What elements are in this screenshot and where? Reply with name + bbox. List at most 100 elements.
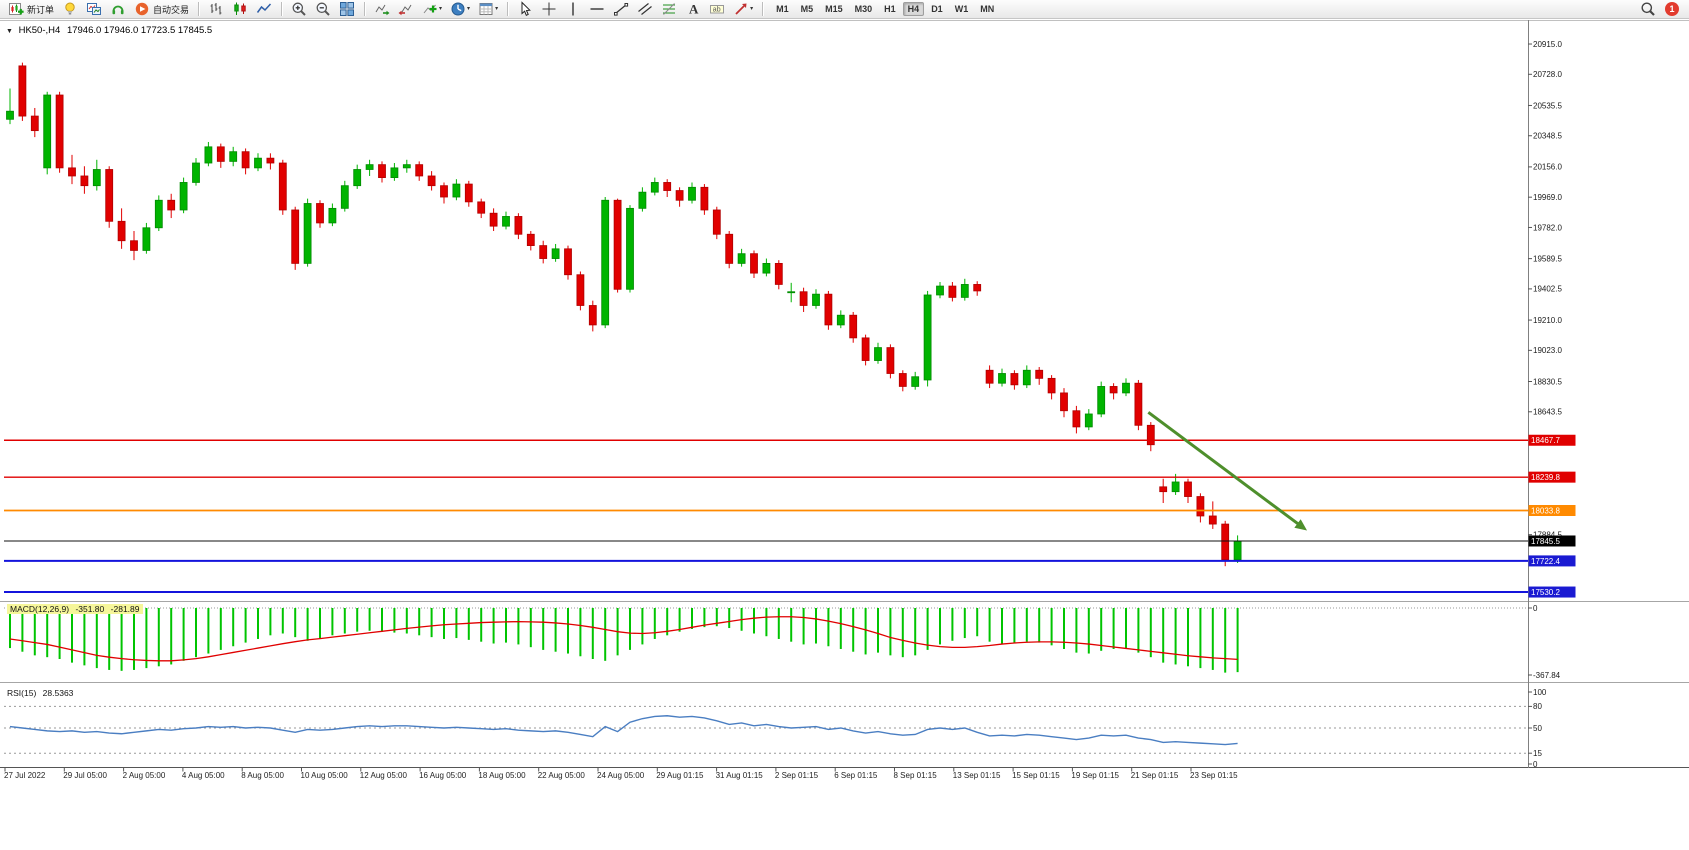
candle-up: [911, 376, 920, 387]
fibonacci-button[interactable]: [658, 0, 680, 19]
time-axis-label: 23 Sep 01:15: [1190, 771, 1238, 780]
price-badge-value: 18467.7: [1531, 436, 1560, 445]
candle-down: [750, 253, 758, 274]
time-axis-label: 6 Sep 01:15: [834, 771, 878, 780]
toolbar-separator: [364, 2, 366, 16]
timeframe-mn-button[interactable]: MN: [980, 4, 995, 14]
chart-windows-button[interactable]: [83, 0, 105, 19]
price-badge-bg: [1528, 471, 1576, 483]
svg-text:ab: ab: [713, 7, 721, 14]
candle-up: [960, 284, 969, 298]
time-axis[interactable]: 27 Jul 2022 29 Jul 05:00 2 Aug 05:00 4 Aug …: [0, 768, 1689, 788]
new-order-button[interactable]: 新订单: [5, 0, 57, 19]
candle-up: [179, 182, 188, 211]
price-badge-value: 17722.4: [1531, 557, 1560, 566]
trend-arrow[interactable]: [1147, 411, 1308, 531]
candle-up: [353, 169, 362, 187]
chart-shift-button[interactable]: [395, 0, 417, 19]
templates-button[interactable]: ▾: [475, 0, 501, 19]
price-badge-value: 17845.5: [1531, 537, 1560, 546]
candle-chart-icon: [234, 2, 246, 15]
candle-down: [1196, 496, 1205, 517]
price-axis[interactable]: 20915.0 20728.0 20535.5 20348.5 20156.0 19969…: [1528, 40, 1576, 598]
price-axis-label: 20728.0: [1533, 70, 1562, 79]
indicators-button[interactable]: ▾: [419, 0, 445, 19]
channel-button[interactable]: [634, 0, 656, 19]
candle-down: [80, 175, 89, 187]
candle-up: [1022, 369, 1031, 386]
zoom-in-button[interactable]: [288, 0, 310, 19]
candle-down: [1060, 392, 1068, 412]
timeframe-m15-button[interactable]: M15: [825, 4, 843, 14]
cursor-button[interactable]: [514, 0, 536, 19]
price-badge: 18467.7: [1528, 434, 1576, 446]
timeframe-h1-button[interactable]: H1: [884, 4, 896, 14]
crosshair-button[interactable]: [538, 0, 560, 19]
text-icon: A: [689, 2, 699, 17]
toolbar-separator: [762, 2, 764, 16]
chart-collapse-icon[interactable]: ▼: [6, 28, 13, 35]
time-axis-label: 19 Sep 01:15: [1071, 771, 1119, 780]
price-badge-bg: [1528, 504, 1576, 516]
price-axis-label: 18643.5: [1533, 408, 1562, 417]
timeframe-w1-button[interactable]: W1: [954, 4, 969, 14]
search-button[interactable]: [1637, 0, 1659, 19]
candle-up: [452, 183, 461, 198]
rsi-value: 28.5363: [42, 688, 74, 698]
price-badge-bg: [1528, 434, 1576, 446]
tile-windows-button[interactable]: [336, 0, 358, 19]
crosshair-icon: [542, 2, 556, 16]
price-axis-label: 20535.5: [1533, 101, 1562, 110]
candle-up: [601, 199, 610, 326]
auto-scroll-icon: [375, 4, 390, 16]
periods-button[interactable]: ▾: [447, 0, 473, 19]
macd-name: MACD(12,26,9): [10, 604, 70, 614]
candle-down: [291, 209, 300, 264]
candle-down: [1035, 369, 1044, 379]
timeframe-m1-button[interactable]: M1: [776, 4, 789, 14]
price-badge-bg: [1528, 535, 1576, 547]
toolbar-right: 1: [1636, 0, 1679, 19]
candle-up: [688, 186, 696, 201]
bar-chart-button[interactable]: [205, 0, 227, 19]
chart-background: [0, 20, 1689, 786]
arrows-button[interactable]: ▾: [730, 0, 756, 19]
timeframe-d1-button[interactable]: D1: [931, 4, 943, 14]
candle-chart-button[interactable]: [229, 0, 251, 19]
candle-down: [1047, 377, 1056, 394]
text-label-button[interactable]: ab: [706, 0, 728, 19]
price-badge-value: 17530.2: [1531, 588, 1560, 597]
price-axis-label: 19402.5: [1533, 285, 1562, 294]
timeframe-m5-button[interactable]: M5: [800, 4, 814, 14]
candle-up: [998, 373, 1006, 384]
candle-down: [886, 347, 895, 374]
price-badge: 17530.2: [1528, 586, 1576, 598]
line-chart-button[interactable]: [253, 0, 275, 19]
label-icon: ab: [710, 5, 725, 14]
chart-ohlc-values: 17946.0 17946.0 17723.5 17845.5: [66, 25, 213, 36]
trend-arrow-head: [1294, 519, 1308, 531]
candle-up: [737, 253, 746, 264]
quotes-button[interactable]: [59, 0, 81, 19]
horizontal-line-button[interactable]: [586, 0, 608, 19]
candle-down: [241, 151, 250, 169]
auto-trading-button[interactable]: 自动交易: [131, 0, 192, 19]
candle-down: [130, 240, 138, 251]
candle-up: [43, 94, 52, 169]
zoom-out-button[interactable]: [312, 0, 334, 19]
candle-down: [700, 186, 709, 211]
price-axis-label: 19589.5: [1533, 254, 1562, 263]
trendline-button[interactable]: [610, 0, 632, 19]
candle-up: [936, 285, 944, 296]
text-button[interactable]: A: [682, 0, 704, 19]
vertical-line-button[interactable]: [562, 0, 584, 19]
auto-scroll-button[interactable]: [371, 0, 393, 19]
timeframe-h4-button[interactable]: H4: [902, 2, 925, 16]
lightbulb-icon: [65, 2, 75, 15]
timeframe-m30-button[interactable]: M30: [854, 4, 873, 14]
candle-up: [340, 185, 349, 209]
candle-up: [923, 294, 932, 381]
market-watch-button[interactable]: [107, 0, 129, 19]
notification-badge[interactable]: 1: [1665, 2, 1679, 16]
